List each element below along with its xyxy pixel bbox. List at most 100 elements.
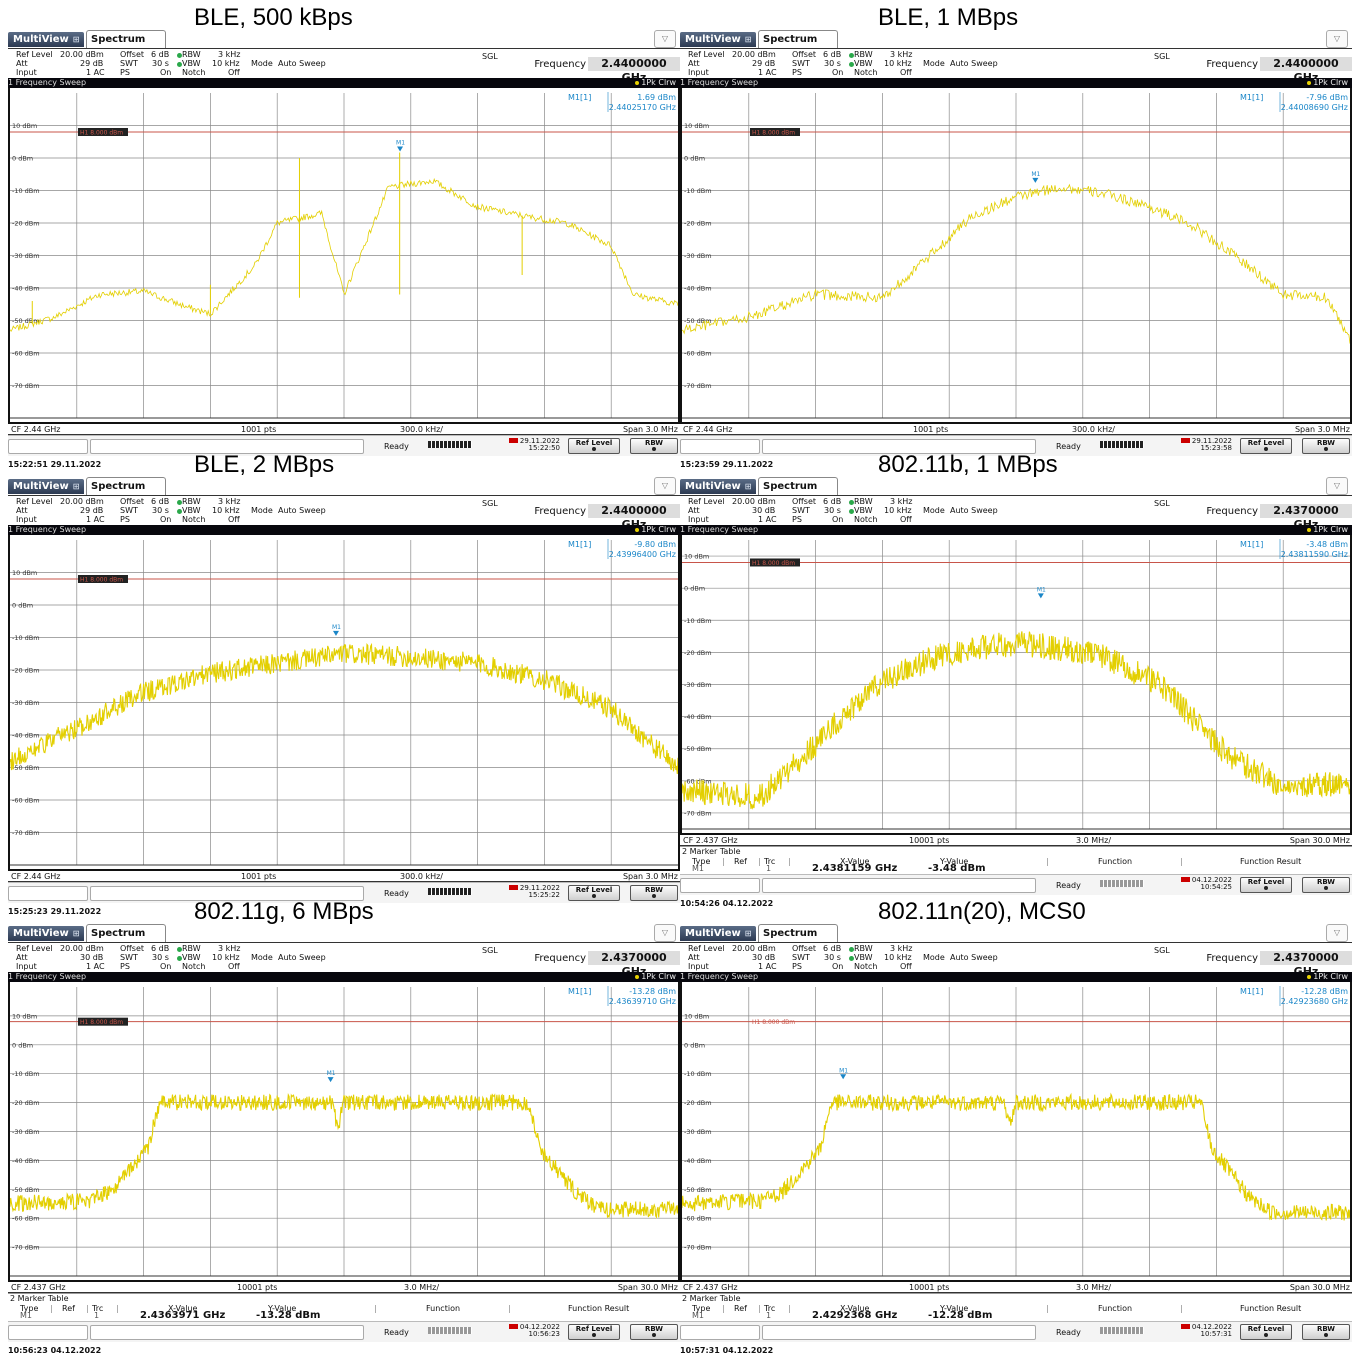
tab-multiview[interactable]: MultiView ⊞ [8, 926, 84, 941]
tab-multiview[interactable]: MultiView ⊞ [680, 926, 756, 941]
divider [8, 434, 680, 435]
ref-level-button[interactable]: Ref Level [1240, 877, 1292, 893]
chevron-down-icon[interactable]: ▽ [654, 477, 676, 495]
sweep-points-text: 1001 pts [913, 425, 949, 434]
message-field[interactable] [8, 439, 88, 454]
center-frequency-field[interactable]: 2.4400000 GHz [588, 57, 680, 84]
marker-table-header: Type [20, 1304, 39, 1313]
info-field[interactable] [762, 1325, 1036, 1340]
offset-label: Offset [120, 944, 145, 953]
rbw-button[interactable]: RBW [1302, 438, 1350, 454]
tab-multiview[interactable]: MultiView ⊞ [680, 479, 756, 494]
y-tick-label: -30 dBm [12, 252, 40, 260]
status-dot-icon [177, 509, 182, 514]
ref-level-button[interactable]: Ref Level [1240, 438, 1292, 454]
y-tick-label: -40 dBm [684, 713, 712, 721]
tab-spectrum[interactable]: Spectrum [86, 477, 166, 496]
mode-label: Mode [923, 953, 945, 962]
y-tick-label: -50 dBm [12, 1186, 40, 1194]
threshold-label-bg [78, 128, 128, 136]
screenshot-timestamp: 15:22:51 29.11.2022 [8, 460, 102, 469]
info-field[interactable] [90, 439, 364, 454]
info-field[interactable] [90, 1325, 364, 1340]
chevron-down-icon[interactable]: ▽ [654, 924, 676, 942]
trace-line [682, 631, 1350, 810]
tab-spectrum[interactable]: Spectrum [758, 477, 838, 496]
rbw-button[interactable]: RBW [1302, 877, 1350, 893]
tab-multiview[interactable]: MultiView ⊞ [8, 479, 84, 494]
center-frequency-field[interactable]: 2.4370000 GHz [1260, 504, 1352, 531]
y-tick-label: -70 dBm [684, 1244, 712, 1252]
tab-multiview[interactable]: MultiView ⊞ [680, 32, 756, 47]
mode-value: Auto Sweep [950, 506, 998, 515]
message-field[interactable] [680, 878, 760, 893]
rbw-button[interactable]: RBW [630, 1324, 678, 1340]
vbw-label: VBW [854, 59, 873, 68]
chevron-down-icon[interactable]: ▽ [1326, 30, 1348, 48]
message-field[interactable] [680, 439, 760, 454]
message-field[interactable] [8, 1325, 88, 1340]
ready-status: Ready [1056, 881, 1081, 890]
rbw-button[interactable]: RBW [630, 885, 678, 901]
screenshot-timestamp: 15:23:59 29.11.2022 [680, 460, 774, 469]
y-tick-label: -70 dBm [12, 382, 40, 390]
spectrum-plot: 10 dBm 0 dBm -10 dBm -20 dBm -30 dBm -40 dBm -… [8, 982, 680, 1282]
tab-multiview-label: MultiView [13, 928, 69, 939]
vbw-value: 10 kHz [212, 506, 240, 515]
trace-dot-icon [1307, 80, 1312, 85]
marker-readout-name: M1[1] [568, 540, 591, 549]
chevron-down-icon[interactable]: ▽ [654, 30, 676, 48]
ref-level-button[interactable]: Ref Level [568, 438, 620, 454]
y-tick-label: 0 dBm [12, 602, 33, 610]
info-field[interactable] [90, 886, 364, 901]
column-divider: | [1046, 857, 1049, 866]
y-tick-label: 10 dBm [12, 569, 37, 577]
screenshot-timestamp: 10:56:23 04.12.2022 [8, 1346, 102, 1355]
info-field[interactable] [762, 439, 1036, 454]
chevron-down-icon[interactable]: ▽ [1326, 924, 1348, 942]
rbw-button[interactable]: RBW [630, 438, 678, 454]
message-field[interactable] [8, 886, 88, 901]
tab-spectrum[interactable]: Spectrum [86, 924, 166, 943]
x-axis-footer: CF 2.437 GHz 10001 pts 3.0 MHz/Span 30.0 M… [680, 1283, 1352, 1293]
tab-multiview[interactable]: MultiView ⊞ [8, 32, 84, 47]
mode-label: Mode [923, 59, 945, 68]
tab-spectrum-label: Spectrum [763, 34, 818, 45]
ref-level-button[interactable]: Ref Level [1240, 1324, 1292, 1340]
marker-table-cell: 2.4292368 GHz [812, 1310, 898, 1321]
vbw-value: 10 kHz [884, 506, 912, 515]
info-field[interactable] [762, 878, 1036, 893]
offset-value: 6 dB [823, 50, 842, 59]
ref-level-button[interactable]: Ref Level [568, 885, 620, 901]
measurement-settings: Ref Level 20.00 dBm Att 29 dB Input 1 AC Offse… [680, 50, 1352, 84]
center-frequency-field[interactable]: 2.4400000 GHz [588, 504, 680, 531]
y-tick-label: -50 dBm [12, 317, 40, 325]
rbw-value: 3 kHz [218, 944, 241, 953]
marker-m1-tag: M1 [332, 624, 341, 631]
column-divider: | [788, 857, 791, 866]
chevron-down-icon[interactable]: ▽ [1326, 477, 1348, 495]
screenshot-timestamp: 15:25:23 29.11.2022 [8, 907, 102, 916]
y-tick-label: -50 dBm [12, 764, 40, 772]
y-tick-label: -30 dBm [12, 1128, 40, 1136]
tab-spectrum[interactable]: Spectrum [86, 30, 166, 49]
input-value: 1 AC [758, 68, 777, 77]
center-frequency-field[interactable]: 2.4400000 GHz [1260, 57, 1352, 84]
marker-m1-tag: M1 [1037, 586, 1046, 593]
tab-spectrum[interactable]: Spectrum [758, 30, 838, 49]
trace-line [10, 642, 678, 775]
tab-spectrum[interactable]: Spectrum [758, 924, 838, 943]
panel-title: 802.11n(20), MCS0 [878, 898, 1086, 925]
swt-value: 30 s [152, 506, 169, 515]
spectrum-plot: 10 dBm 0 dBm -10 dBm -20 dBm -30 dBm -40 dBm -… [680, 88, 1352, 424]
center-frequency-field[interactable]: 2.4370000 GHz [1260, 951, 1352, 978]
y-tick-label: -20 dBm [12, 667, 40, 675]
ref-level-button[interactable]: Ref Level [568, 1324, 620, 1340]
trace-line [10, 177, 678, 332]
vbw-value: 10 kHz [884, 953, 912, 962]
rbw-button[interactable]: RBW [1302, 1324, 1350, 1340]
notch-value: Off [228, 515, 240, 524]
message-field[interactable] [680, 1325, 760, 1340]
center-frequency-field[interactable]: 2.4370000 GHz [588, 951, 680, 978]
status-date: 04.12.2022 [1191, 876, 1232, 884]
